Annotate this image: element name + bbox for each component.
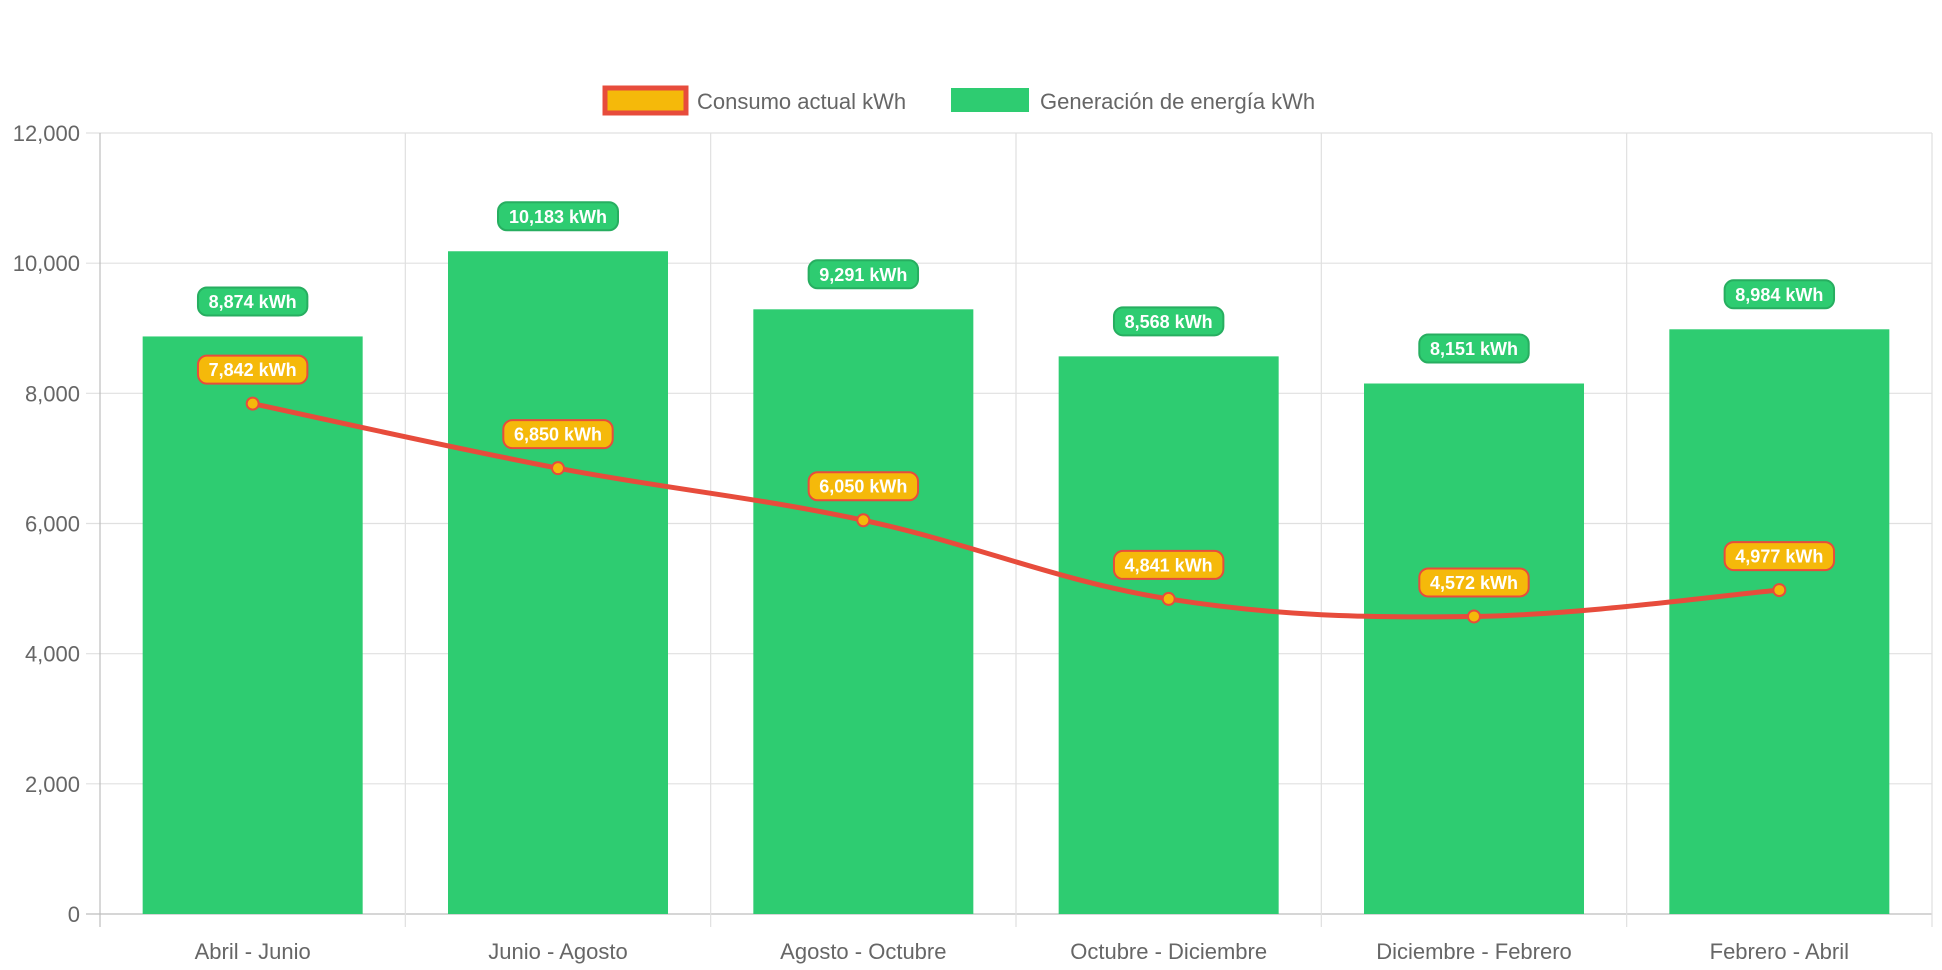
- bar-data-label-bg: [1112, 306, 1225, 337]
- legend: Consumo actual kWh Generación de energía…: [602, 85, 1315, 116]
- bar-data-label-bg: [807, 259, 920, 290]
- legend-item-generacion[interactable]: Generación de energía kWh: [951, 88, 1315, 114]
- line-data-label-bg: [196, 354, 309, 385]
- bar[interactable]: [1058, 356, 1279, 915]
- y-tick-label: 6,000: [25, 512, 80, 537]
- y-tick-label: 12,000: [13, 121, 80, 146]
- bar-data-label-text: 8,568 kWh: [1125, 312, 1213, 332]
- bar-data-label-text: 8,874 kWh: [209, 292, 297, 312]
- bar-data-label-bg: [1723, 279, 1836, 310]
- line-data-label-bg: [1723, 541, 1836, 572]
- bar-data-label-bg: [196, 286, 309, 317]
- bar-data-label-bg: [1418, 333, 1530, 364]
- y-tick-label: 8,000: [25, 381, 80, 406]
- line-data-label-text: 7,842 kWh: [209, 360, 297, 380]
- bar-series: [142, 251, 1890, 915]
- x-tick-label: Abril - Junio: [195, 939, 311, 964]
- bar-data-label-text: 8,151 kWh: [1430, 339, 1518, 359]
- line-data-label-bg: [502, 419, 614, 450]
- line-data-label: 4,977 kWh: [1723, 541, 1836, 572]
- bar-data-label: 8,874 kWh: [196, 286, 309, 317]
- line-point[interactable]: [856, 513, 871, 528]
- line-data-label-bg: [1112, 549, 1225, 580]
- line-data-label: 6,050 kWh: [807, 471, 920, 502]
- line-data-label-bg: [807, 471, 920, 502]
- grid: [86, 132, 1933, 927]
- bar-data-label-text: 9,291 kWh: [819, 265, 907, 285]
- axes: 0 2,000 4,000 6,000 8,000 10,000 12,000 Abril -…: [13, 121, 1849, 964]
- x-tick-label: Agosto - Octubre: [780, 939, 946, 964]
- x-tick-label: Diciembre - Febrero: [1376, 939, 1572, 964]
- y-tick-label: 4,000: [25, 642, 80, 667]
- line-data-label: 4,841 kWh: [1112, 549, 1225, 580]
- bar[interactable]: [142, 336, 363, 914]
- y-tick-label: 2,000: [25, 772, 80, 797]
- line-point[interactable]: [1467, 609, 1481, 624]
- legend-swatch-generacion: [951, 88, 1029, 112]
- legend-item-consumo[interactable]: Consumo actual kWh: [602, 85, 906, 116]
- line-point[interactable]: [551, 461, 565, 476]
- series-line-consumo: [252, 401, 1780, 620]
- line-data-label-text: 4,572 kWh: [1430, 573, 1518, 593]
- x-tick-label: Junio - Agosto: [488, 939, 627, 964]
- line-data-label: 6,850 kWh: [502, 419, 614, 450]
- x-tick-label: Febrero - Abril: [1710, 939, 1849, 964]
- bar-data-label: 8,568 kWh: [1112, 306, 1225, 337]
- line-data-label: 7,842 kWh: [196, 354, 309, 385]
- bar[interactable]: [448, 251, 668, 915]
- bar[interactable]: [753, 309, 974, 914]
- x-tick-label: Octubre - Diciembre: [1070, 939, 1267, 964]
- bar[interactable]: [1364, 383, 1584, 914]
- legend-label-consumo: Consumo actual kWh: [697, 89, 906, 114]
- y-tick-label: 10,000: [13, 251, 80, 276]
- bar-data-label: 10,183 kWh: [497, 201, 619, 232]
- bar-data-label-text: 10,183 kWh: [509, 207, 607, 227]
- data-labels: 8,874 kWh 10,183 kWh 9,291 kWh 8,568 kWh 8,1…: [196, 201, 1836, 598]
- line-point[interactable]: [1772, 583, 1787, 598]
- bar-data-label: 8,151 kWh: [1418, 333, 1530, 364]
- bar-data-label: 8,984 kWh: [1723, 279, 1836, 310]
- line-data-label-bg: [1418, 567, 1530, 598]
- y-tick-label: 0: [68, 902, 80, 927]
- line-point[interactable]: [1161, 591, 1176, 606]
- bar-data-label-text: 8,984 kWh: [1735, 285, 1823, 305]
- line-data-label-text: 4,977 kWh: [1735, 547, 1823, 567]
- bar-data-label-bg: [497, 201, 619, 232]
- bar[interactable]: [1669, 329, 1890, 914]
- legend-label-generacion: Generación de energía kWh: [1040, 89, 1315, 114]
- line-point[interactable]: [245, 396, 260, 411]
- line-data-label-text: 6,050 kWh: [819, 477, 907, 497]
- bar-data-label: 9,291 kWh: [807, 259, 920, 290]
- line-series: [245, 396, 1787, 624]
- line-data-label-text: 6,850 kWh: [514, 425, 602, 445]
- legend-swatch-consumo: [602, 85, 689, 116]
- line-data-label: 4,572 kWh: [1418, 567, 1530, 598]
- line-data-label-text: 4,841 kWh: [1125, 555, 1213, 575]
